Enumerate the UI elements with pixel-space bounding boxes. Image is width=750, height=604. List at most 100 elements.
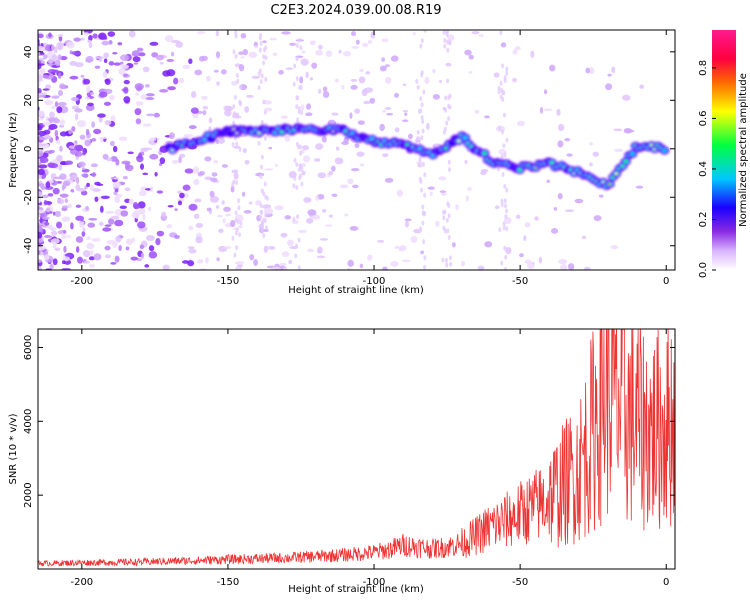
- spectrogram-noise-blob: [53, 176, 64, 180]
- snr-x-ticks: -200 -150 -100 -50 0: [70, 329, 669, 588]
- spectrogram-streak: [238, 266, 242, 270]
- spectrogram-noise-blob: [41, 92, 47, 96]
- spectrogram-noise-blob: [84, 139, 91, 147]
- spectrogram-noise-blob: [38, 267, 43, 270]
- spectrogram-streak: [300, 181, 304, 187]
- spectrogram-noise-blob: [58, 164, 63, 171]
- spectrogram-noise-blob: [106, 158, 113, 162]
- spectrogram-streak: [264, 55, 268, 61]
- spectrogram-streak: [298, 175, 302, 181]
- spectrogram-streak: [417, 162, 421, 168]
- spectrogram-noise-blob: [303, 197, 312, 203]
- spectrogram-noise-blob: [128, 30, 136, 38]
- spectrogram-noise-blob: [103, 101, 112, 106]
- spectrogram-streak: [260, 227, 264, 233]
- spectrogram-noise-blob: [589, 142, 593, 146]
- spectrogram-noise-blob: [516, 120, 526, 127]
- spectrogram-noise-blob: [87, 102, 94, 107]
- spectrogram-streak: [442, 215, 446, 221]
- spectrogram-streak: [235, 73, 239, 79]
- spectrogram-streak: [421, 220, 425, 226]
- spectrogram-noise-blob: [40, 68, 46, 74]
- spectrogram-noise-blob: [156, 190, 164, 194]
- spectrogram-noise-blob: [564, 209, 575, 212]
- spectrogram-noise-blob: [97, 113, 106, 118]
- spectrogram-noise-blob: [362, 42, 369, 48]
- spectrogram-streak: [423, 255, 427, 261]
- spectrogram-noise-blob: [162, 264, 170, 270]
- spectrogram-noise-blob: [635, 185, 644, 189]
- spectrogram-noise-blob: [48, 32, 52, 38]
- spectrogram-noise-blob: [243, 209, 252, 214]
- spectrogram-noise-blob: [56, 221, 63, 229]
- spectrogram-streak: [264, 245, 268, 251]
- spectrogram-noise-blob: [474, 109, 480, 115]
- spectrogram-noise-blob: [179, 153, 186, 158]
- spectrogram-noise-blob: [581, 235, 587, 239]
- spectrogram-noise-blob: [322, 86, 328, 92]
- spectrogram-noise-blob: [94, 65, 101, 69]
- ridge-peak: [534, 166, 538, 169]
- spectrogram-noise-blob: [144, 147, 153, 151]
- spectrogram-noise-blob: [384, 107, 392, 110]
- spectrogram-streak: [503, 198, 507, 204]
- spectrogram-noise-blob: [248, 51, 258, 59]
- spectrogram-streak: [292, 216, 296, 222]
- spectrogram-noise-blob: [224, 109, 232, 117]
- spectrogram-noise-blob: [48, 60, 54, 64]
- spectrogram-noise-blob: [187, 246, 195, 250]
- spectrogram-noise-blob: [144, 84, 150, 88]
- spectrogram-noise-blob: [44, 135, 52, 140]
- spectrogram-noise-blob: [272, 52, 278, 57]
- spectrogram-streak: [264, 194, 268, 200]
- spectrogram-noise-blob: [334, 157, 344, 165]
- colorbar-tick-label: 0.6: [698, 110, 709, 126]
- spectrogram-y-label: Frequency (Hz): [8, 112, 19, 188]
- spectrogram-streak: [233, 94, 237, 100]
- spectrogram-noise-blob: [253, 259, 258, 267]
- snr-y-label: SNR (10 * v/v): [8, 413, 19, 484]
- spectrogram-xtick-label: 0: [663, 276, 669, 287]
- spectrogram-noise-blob: [439, 80, 443, 83]
- spectrogram-noise-blob: [120, 64, 130, 69]
- spectrogram-noise-blob: [183, 134, 193, 138]
- spectrogram-noise-blob: [394, 127, 400, 133]
- spectrogram-noise-blob: [335, 146, 340, 151]
- spectrogram-noise-blob: [79, 134, 86, 140]
- spectrogram-noise-blob: [61, 260, 66, 265]
- spectrogram-noise-blob: [39, 94, 46, 98]
- spectrogram-streak: [418, 176, 422, 182]
- spectrogram-noise-blob: [74, 108, 83, 113]
- spectrogram-noise-blob: [77, 256, 83, 264]
- spectrogram-noise-blob: [355, 39, 360, 45]
- spectrogram-noise-blob: [298, 229, 307, 234]
- spectrogram-noise-blob: [54, 247, 61, 252]
- spectrogram-noise-blob: [57, 72, 62, 79]
- ridge-core: [623, 160, 628, 163]
- spectrogram-streak: [419, 96, 423, 102]
- snr-xtick-label: -200: [70, 577, 93, 588]
- spectrogram-streak: [502, 221, 506, 227]
- snr-xtick-label: -100: [363, 577, 386, 588]
- snr-xtick-label: 0: [663, 577, 669, 588]
- spectrogram-streak: [498, 227, 502, 233]
- spectrogram-streak: [295, 162, 299, 168]
- spectrogram-streak: [500, 87, 504, 93]
- spectrogram-streak: [259, 203, 263, 209]
- spectrogram-noise-blob: [268, 146, 273, 150]
- spectrogram-noise-blob: [311, 214, 321, 220]
- spectrogram-noise-blob: [223, 246, 232, 250]
- spectrogram-xtick-label: -200: [70, 276, 93, 287]
- spectrogram-streak: [292, 183, 296, 189]
- spectrogram-noise-blob: [38, 250, 41, 255]
- spectrogram-noise-blob: [315, 195, 319, 202]
- spectrogram-noise-blob: [149, 153, 159, 160]
- spectrogram-noise-blob: [254, 45, 259, 49]
- spectrogram-noise-blob: [89, 184, 94, 192]
- spectrogram-streak: [262, 60, 266, 66]
- spectrogram-noise-blob: [125, 164, 134, 172]
- spectrogram-noise-blob: [215, 205, 220, 209]
- spectrogram-noise-blob: [264, 168, 274, 171]
- spectrogram-noise-blob: [85, 96, 90, 100]
